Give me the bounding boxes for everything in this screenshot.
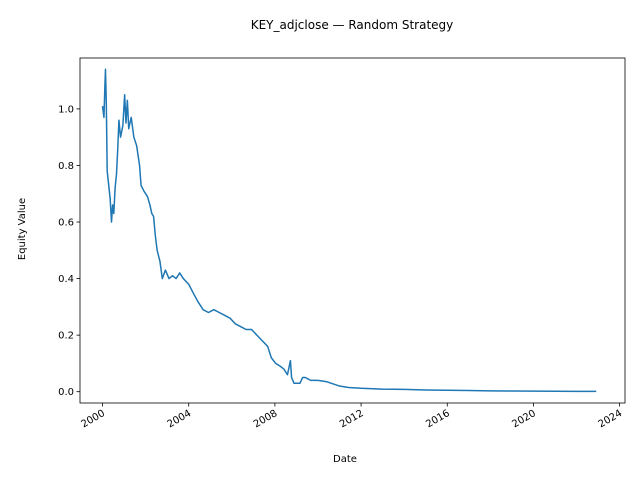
x-axis: 2000 2004 2008 2012 2016 2020 2024 — [79, 403, 624, 430]
series-line-equity — [101, 68, 597, 393]
y-tick-label: 0.2 — [58, 331, 74, 342]
y-axis: 0.0 0.2 0.4 0.6 0.8 1.0 — [58, 104, 80, 398]
y-tick-label: 0.8 — [58, 161, 74, 172]
chart-title: KEY_adjclose — Random Strategy — [251, 18, 454, 32]
x-tick-label: 2012 — [338, 408, 366, 430]
x-tick-label: 2024 — [597, 408, 625, 430]
x-tick-label: 2000 — [79, 408, 107, 430]
y-tick-label: 0.6 — [58, 218, 74, 229]
x-tick-label: 2016 — [424, 408, 452, 430]
y-tick-label: 1.0 — [58, 104, 74, 115]
y-tick-label: 0.4 — [58, 274, 74, 285]
x-axis-title: Date — [333, 454, 357, 465]
x-tick-label: 2004 — [166, 408, 194, 430]
y-tick-label: 0.0 — [58, 387, 74, 398]
plot-area — [79, 57, 626, 404]
x-tick-label: 2020 — [510, 408, 538, 430]
x-tick-label: 2008 — [252, 408, 280, 430]
y-axis-title: Equity Value — [17, 198, 28, 260]
